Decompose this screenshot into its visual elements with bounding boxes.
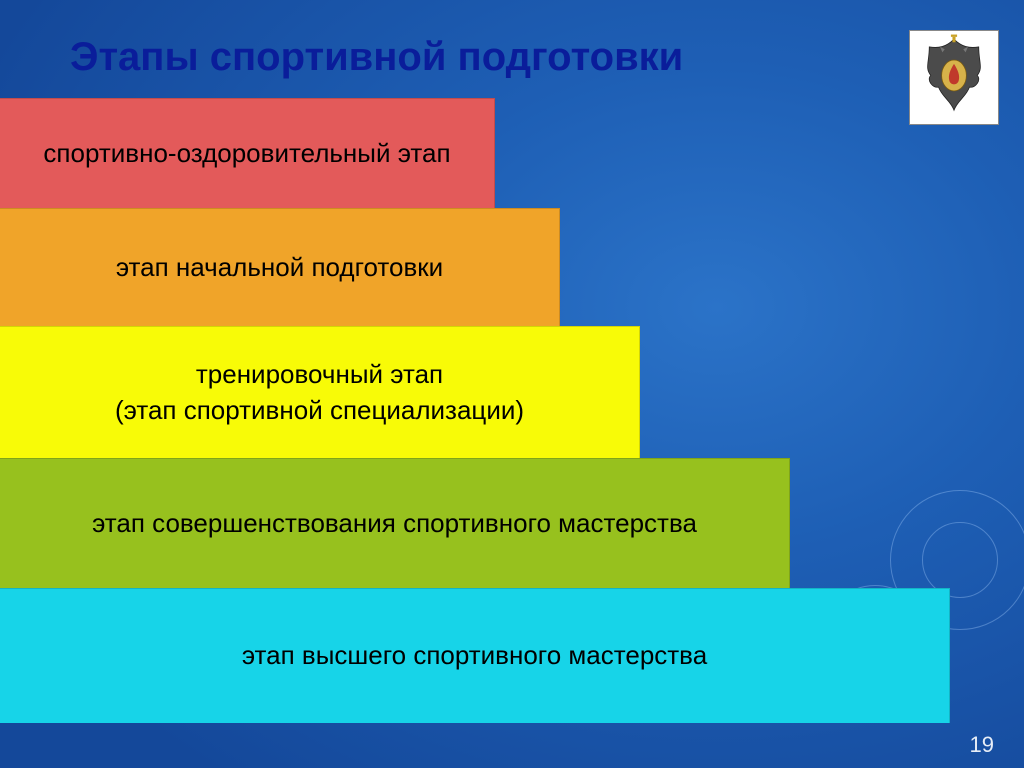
stage-2: этап начальной подготовки	[0, 208, 560, 326]
stage-label: этап совершенствования спортивного масте…	[92, 506, 697, 541]
stage-label: (этап спортивной специализации)	[115, 393, 524, 428]
stage-label: спортивно-оздоровительный этап	[43, 136, 450, 171]
ripple	[922, 522, 998, 598]
stage-label: этап высшего спортивного мастерства	[242, 638, 707, 673]
stage-3: тренировочный этап(этап спортивной специ…	[0, 326, 640, 458]
stage-4: этап совершенствования спортивного масте…	[0, 458, 790, 588]
slide: Этапы спортивной подготовки спортивно-оз…	[0, 0, 1024, 768]
stage-label: тренировочный этап	[196, 357, 443, 392]
stage-1: спортивно-оздоровительный этап	[0, 98, 495, 208]
slide-title: Этапы спортивной подготовки	[70, 35, 683, 80]
stage-label: этап начальной подготовки	[116, 250, 443, 285]
emblem-box	[909, 30, 999, 125]
page-number: 19	[970, 732, 994, 758]
stage-5: этап высшего спортивного мастерства	[0, 588, 950, 723]
coat-of-arms-icon	[914, 33, 994, 123]
